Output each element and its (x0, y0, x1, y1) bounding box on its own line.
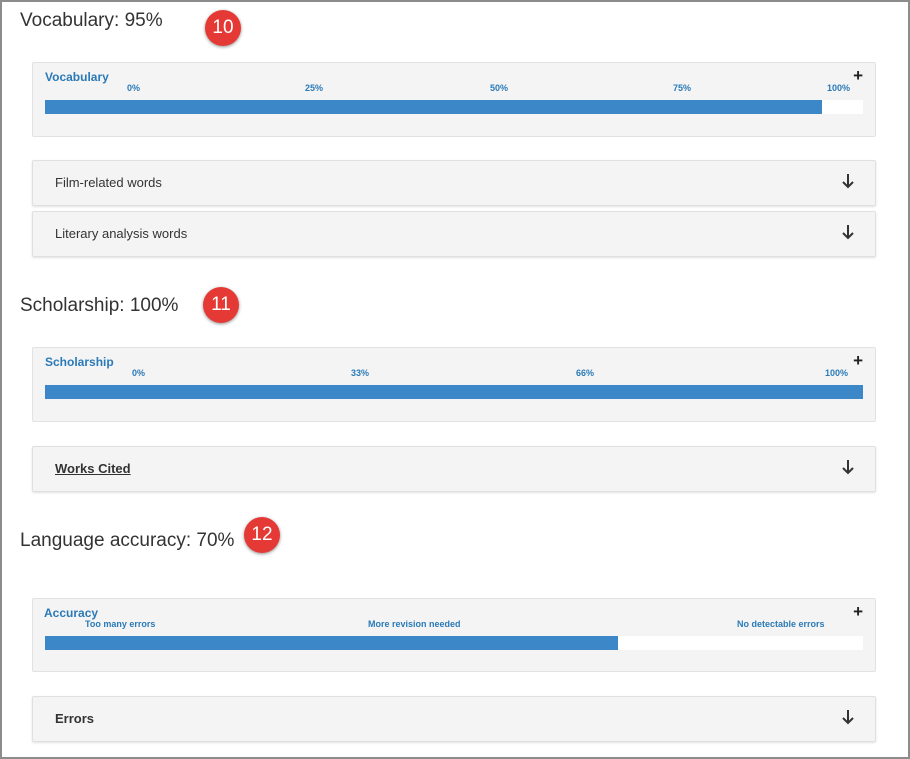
scholarship-heading: Scholarship: 100% (20, 295, 179, 316)
language-accuracy-heading: Language accuracy: 70% (20, 530, 235, 551)
arrow-down-icon[interactable] (841, 223, 855, 241)
scholarship-progress-track (45, 385, 863, 399)
vocabulary-progress-track (45, 100, 863, 114)
scholarship-tick: 66% (576, 368, 595, 378)
arrow-down-icon[interactable] (841, 708, 855, 726)
accuracy-progress-track (45, 636, 863, 650)
step-badge-12: 12 (244, 517, 280, 553)
accordion-literary-analysis-words[interactable]: Literary analysis words (32, 211, 876, 257)
plus-icon[interactable]: + (853, 351, 863, 370)
vocabulary-tick: 75% (673, 83, 692, 93)
vocabulary-tick: 50% (490, 83, 509, 93)
vocabulary-heading: Vocabulary: 95% (20, 10, 163, 31)
vocabulary-tick: 25% (305, 83, 324, 93)
accordion-film-related-words[interactable]: Film-related words (32, 160, 876, 206)
scholarship-tick: 0% (132, 368, 146, 378)
accordion-label: Literary analysis words (55, 226, 188, 241)
accuracy-tick: Too many errors (85, 619, 156, 629)
accordion-label: Errors (55, 711, 95, 726)
accuracy-progress-fill (45, 636, 618, 650)
vocabulary-tick: 0% (127, 83, 141, 93)
scholarship-meter: Scholarship + 0% 33% 66% 100% (32, 347, 876, 422)
accordion-label: Film-related words (55, 175, 162, 190)
scholarship-tick: 33% (351, 368, 370, 378)
accordion-errors[interactable]: Errors (32, 696, 876, 742)
vocabulary-tick: 100% (827, 83, 851, 93)
accuracy-tick: More revision needed (368, 619, 461, 629)
plus-icon[interactable]: + (853, 602, 863, 621)
vocabulary-meter-title: Vocabulary (45, 70, 109, 84)
step-badge-10: 10 (205, 10, 241, 46)
arrow-down-icon[interactable] (841, 172, 855, 190)
scholarship-meter-title: Scholarship (45, 355, 114, 369)
step-badge-11: 11 (203, 287, 239, 323)
scholarship-tick: 100% (825, 368, 849, 378)
accordion-label: Works Cited (55, 461, 131, 476)
vocabulary-meter: Vocabulary + 0% 25% 50% 75% 100% (32, 62, 876, 137)
accuracy-meter: Accuracy + Too many errors More revision… (32, 598, 876, 672)
vocabulary-progress-fill (45, 100, 823, 114)
plus-icon[interactable]: + (853, 66, 863, 85)
accuracy-meter-title: Accuracy (44, 606, 99, 620)
accuracy-tick: No detectable errors (737, 619, 825, 629)
scholarship-progress-fill (45, 385, 863, 399)
accordion-works-cited[interactable]: Works Cited (32, 446, 876, 492)
arrow-down-icon[interactable] (841, 458, 855, 476)
